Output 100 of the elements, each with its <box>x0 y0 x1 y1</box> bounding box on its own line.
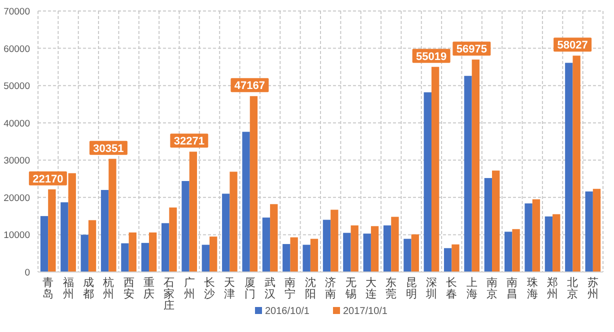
data-label: 30351 <box>93 142 124 155</box>
bar <box>431 66 440 272</box>
x-tick-label: 福州 <box>62 276 74 300</box>
y-tick-label: 30000 <box>4 156 30 167</box>
bar <box>40 216 48 272</box>
bar <box>524 203 532 272</box>
legend-label: 2016/10/1 <box>265 306 310 317</box>
bar <box>472 60 480 272</box>
bar <box>169 207 177 272</box>
bar <box>100 190 109 272</box>
y-tick-label: 50000 <box>4 81 30 92</box>
x-tick-label: 上海 <box>466 276 478 300</box>
bar <box>202 244 210 272</box>
x-tick-label: 南宁 <box>284 276 296 300</box>
y-tick-label: 0 <box>24 268 30 278</box>
x-tick-label: 大连 <box>365 276 376 300</box>
bar <box>121 243 129 272</box>
x-tick-label: 北京 <box>567 276 578 300</box>
y-tick-label: 10000 <box>4 230 30 242</box>
bar <box>492 170 500 272</box>
y-tick-label: 20000 <box>4 192 30 204</box>
x-tick-label: 武汉 <box>264 276 276 300</box>
x-tick-label: 沈阳 <box>304 276 316 300</box>
bar <box>270 204 278 272</box>
legend-label: 2017/10/1 <box>343 306 388 317</box>
bar <box>222 194 230 272</box>
bar <box>370 226 379 272</box>
bar <box>330 210 338 272</box>
bar <box>572 56 580 272</box>
y-tick-label: 70000 <box>4 6 30 18</box>
x-tick-label: 长春 <box>446 276 458 300</box>
data-label: 32271 <box>174 136 204 148</box>
x-tick-label: 珠海 <box>526 276 538 300</box>
bar <box>444 248 452 272</box>
bar <box>282 244 290 272</box>
x-tick-label: 西安 <box>123 277 134 300</box>
bar <box>424 92 432 272</box>
x-tick-label: 苏州 <box>587 276 598 300</box>
bar <box>210 236 218 272</box>
bar <box>310 238 318 272</box>
bar <box>128 232 136 272</box>
x-tick-label: 长沙 <box>204 276 216 300</box>
x-tick-label: 石家庄 <box>164 277 175 312</box>
bar <box>585 191 593 272</box>
data-label: 47167 <box>234 80 266 92</box>
bar <box>161 223 170 272</box>
data-label: 58027 <box>557 40 588 52</box>
bar <box>148 232 157 272</box>
y-tick-label: 40000 <box>4 118 30 130</box>
bar <box>504 232 512 272</box>
bar <box>552 214 560 272</box>
bar <box>322 220 331 272</box>
bar <box>80 234 88 272</box>
data-label: 56975 <box>456 44 487 56</box>
x-tick-label: 郑州 <box>547 277 558 300</box>
bar <box>363 234 371 272</box>
x-tick-label: 东莞 <box>386 276 397 300</box>
x-tick-label: 南昌 <box>506 276 518 300</box>
bar <box>452 244 460 272</box>
x-tick-label: 成都 <box>82 276 94 300</box>
data-label: 22170 <box>32 173 64 186</box>
bar <box>464 76 472 272</box>
bar <box>48 189 56 272</box>
x-tick-label: 深圳 <box>424 277 437 300</box>
x-tick-label: 广州 <box>184 276 195 300</box>
bar <box>383 225 392 272</box>
x-tick-label: 厦门 <box>244 277 256 300</box>
bar <box>544 216 553 272</box>
bar <box>391 216 399 272</box>
bar <box>230 172 238 272</box>
bar <box>350 225 358 272</box>
bar <box>404 238 412 272</box>
bar <box>262 218 270 272</box>
bar <box>60 202 68 272</box>
x-tick-label: 重庆 <box>143 276 154 300</box>
x-tick-label: 昆明 <box>406 277 417 300</box>
bar <box>302 244 310 272</box>
x-tick-label: 青岛 <box>42 276 54 300</box>
bar <box>512 229 520 272</box>
bar <box>108 158 116 272</box>
bar <box>532 199 540 272</box>
x-tick-label: 南京 <box>486 276 498 300</box>
x-tick-label: 无锡 <box>344 277 356 300</box>
x-tick-label: 天津 <box>224 277 236 300</box>
bar <box>343 232 351 272</box>
x-tick-label: 济南 <box>325 276 336 300</box>
bar <box>250 96 258 272</box>
bar <box>484 178 492 272</box>
bar <box>189 152 198 272</box>
bar <box>592 188 601 272</box>
bar <box>182 181 190 272</box>
data-label: 55019 <box>416 50 447 63</box>
bar <box>411 234 419 272</box>
bar <box>290 237 298 272</box>
bar <box>565 62 573 272</box>
bar <box>141 242 149 272</box>
bar <box>242 132 250 272</box>
x-tick-label: 杭州 <box>102 276 114 300</box>
y-tick-label: 60000 <box>4 44 30 55</box>
bar <box>88 220 96 272</box>
